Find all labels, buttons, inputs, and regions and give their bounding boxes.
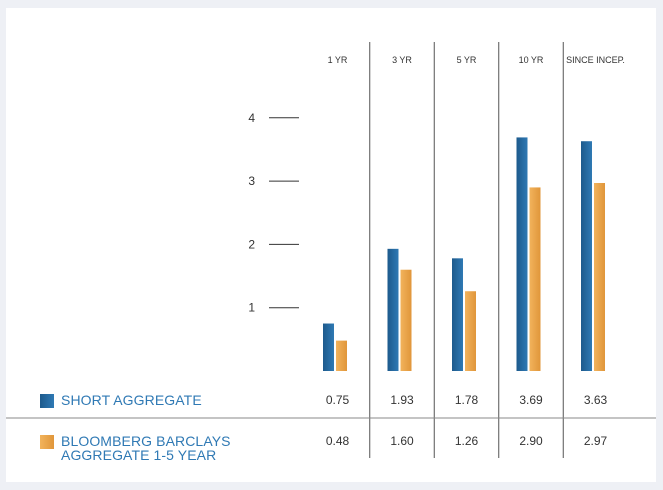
- legend-item-bloomberg-barclays: BLOOMBERG BARCLAYS AGGREGATE 1-5 YEAR: [40, 434, 231, 462]
- bar-bloomberg-barclays-1-yr: [336, 340, 347, 371]
- category-label-since-incep: SINCE INCEP.: [566, 55, 625, 65]
- category-label-3-yr: 3 YR: [392, 55, 412, 65]
- y-tick-label: 1: [248, 301, 255, 315]
- column-dividers: [6, 42, 656, 458]
- bar-bloomberg-barclays-3-yr: [400, 269, 412, 371]
- value-cell-bloomberg-barclays-10-yr: 2.90: [519, 434, 543, 448]
- category-label-10-yr: 10 YR: [519, 55, 544, 65]
- category-label-1-yr: 1 YR: [328, 55, 348, 65]
- value-cell-bloomberg-barclays-1-yr: 0.48: [325, 434, 350, 448]
- legend-label-short-aggregate: SHORT AGGREGATE: [61, 392, 202, 408]
- y-tick-label: 3: [248, 174, 255, 188]
- performance-bar-chart: 1 2 3 4 1 YR 3 YR 5 YR 10 YR SINCE INCEP.: [6, 42, 656, 458]
- bar-short-aggregate-5-yr: [452, 258, 463, 371]
- value-cell-short-aggregate-1-yr: 0.75: [325, 393, 350, 407]
- chart-card: 1 2 3 4 1 YR 3 YR 5 YR 10 YR SINCE INCEP. SHORT…: [6, 8, 656, 482]
- value-cell-short-aggregate-3-yr: 1.93: [390, 393, 414, 407]
- value-cell-short-aggregate-10-yr: 3.69: [519, 393, 543, 407]
- bar-short-aggregate-since-incep: [581, 141, 592, 371]
- legend-item-short-aggregate: SHORT AGGREGATE: [40, 393, 231, 408]
- bar-bloomberg-barclays-since-incep: [594, 182, 605, 371]
- y-tick-label: 2: [248, 237, 255, 251]
- bar-short-aggregate-10-yr: [516, 137, 528, 371]
- bar-bloomberg-barclays-5-yr: [465, 291, 476, 371]
- value-cell-bloomberg-barclays-since-incep: 2.97: [583, 434, 608, 448]
- y-tick-label: 4: [248, 111, 255, 125]
- legend-label-bloomberg-barclays: BLOOMBERG BARCLAYS AGGREGATE 1-5 YEAR: [61, 433, 231, 463]
- bar-short-aggregate-1-yr: [323, 323, 334, 371]
- value-cell-short-aggregate-since-incep: 3.63: [583, 393, 608, 407]
- legend-swatch-bloomberg-barclays: [40, 435, 54, 449]
- bar-bloomberg-barclays-10-yr: [529, 187, 541, 371]
- x-axis-categories: 1 YR 3 YR 5 YR 10 YR SINCE INCEP.: [328, 55, 625, 65]
- value-cell-bloomberg-barclays-3-yr: 1.60: [390, 434, 414, 448]
- bars: [323, 137, 605, 371]
- legend-swatch-short-aggregate: [40, 394, 54, 408]
- category-label-5-yr: 5 YR: [457, 55, 477, 65]
- value-cell-bloomberg-barclays-5-yr: 1.26: [454, 434, 479, 448]
- y-axis: 1 2 3 4: [248, 111, 299, 315]
- value-cell-short-aggregate-5-yr: 1.78: [454, 393, 479, 407]
- bar-short-aggregate-3-yr: [387, 248, 399, 371]
